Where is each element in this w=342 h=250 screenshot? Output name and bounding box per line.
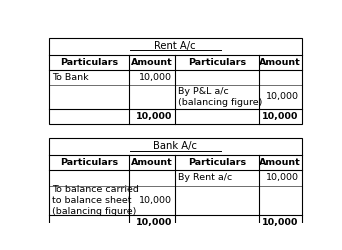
Bar xyxy=(49,138,302,230)
Text: 10,000: 10,000 xyxy=(262,218,299,227)
Text: Amount: Amount xyxy=(131,58,173,67)
Bar xyxy=(49,38,302,124)
Text: 10,000: 10,000 xyxy=(262,112,299,121)
Text: To Bank: To Bank xyxy=(52,73,89,82)
Text: 10,000: 10,000 xyxy=(136,218,172,227)
Text: Particulars: Particulars xyxy=(188,58,246,67)
Text: 10,000: 10,000 xyxy=(265,173,299,182)
Text: 10,000: 10,000 xyxy=(139,73,172,82)
Text: Amount: Amount xyxy=(131,158,173,167)
Text: Amount: Amount xyxy=(259,58,301,67)
Text: By P&L a/c
(balancing figure): By P&L a/c (balancing figure) xyxy=(179,87,263,107)
Text: Particulars: Particulars xyxy=(188,158,246,167)
Text: Rent A/c: Rent A/c xyxy=(155,41,196,51)
Text: Amount: Amount xyxy=(259,158,301,167)
Text: Particulars: Particulars xyxy=(60,58,118,67)
Text: To balance carried
to balance sheet
(balancing figure): To balance carried to balance sheet (bal… xyxy=(52,184,139,216)
Text: 10,000: 10,000 xyxy=(136,112,172,121)
Text: Particulars: Particulars xyxy=(60,158,118,167)
Text: 10,000: 10,000 xyxy=(139,196,172,205)
Text: Bank A/c: Bank A/c xyxy=(153,141,197,151)
Text: By Rent a/c: By Rent a/c xyxy=(179,173,233,182)
Text: 10,000: 10,000 xyxy=(265,92,299,102)
